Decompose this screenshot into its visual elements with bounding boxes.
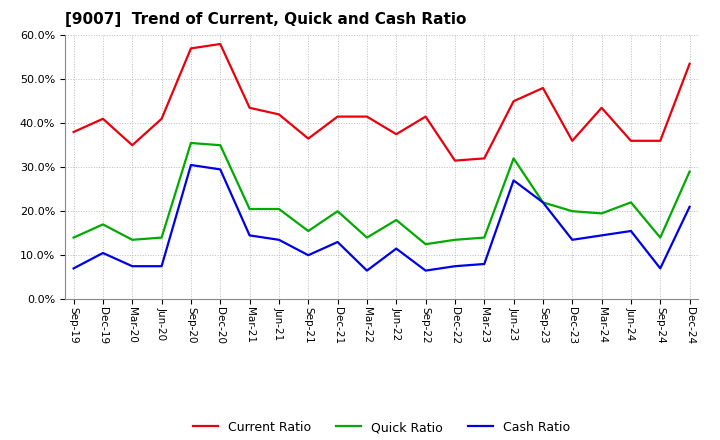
Cash Ratio bbox=[99, 250, 107, 256]
Cash Ratio bbox=[216, 167, 225, 172]
Current Ratio bbox=[598, 105, 606, 110]
Quick Ratio bbox=[157, 235, 166, 240]
Current Ratio bbox=[626, 138, 635, 143]
Current Ratio bbox=[69, 129, 78, 135]
Quick Ratio bbox=[333, 209, 342, 214]
Legend: Current Ratio, Quick Ratio, Cash Ratio: Current Ratio, Quick Ratio, Cash Ratio bbox=[188, 416, 575, 439]
Cash Ratio bbox=[656, 266, 665, 271]
Cash Ratio bbox=[157, 264, 166, 269]
Cash Ratio bbox=[451, 264, 459, 269]
Quick Ratio bbox=[128, 237, 137, 242]
Current Ratio bbox=[128, 143, 137, 148]
Quick Ratio bbox=[539, 200, 547, 205]
Current Ratio bbox=[421, 114, 430, 119]
Current Ratio bbox=[685, 61, 694, 66]
Quick Ratio bbox=[99, 222, 107, 227]
Quick Ratio bbox=[363, 235, 372, 240]
Cash Ratio bbox=[539, 200, 547, 205]
Quick Ratio bbox=[69, 235, 78, 240]
Current Ratio bbox=[274, 112, 283, 117]
Quick Ratio bbox=[392, 217, 400, 223]
Quick Ratio bbox=[598, 211, 606, 216]
Current Ratio bbox=[363, 114, 372, 119]
Current Ratio bbox=[392, 132, 400, 137]
Current Ratio bbox=[451, 158, 459, 163]
Line: Cash Ratio: Cash Ratio bbox=[73, 165, 690, 271]
Quick Ratio bbox=[421, 242, 430, 247]
Current Ratio bbox=[216, 41, 225, 47]
Cash Ratio bbox=[363, 268, 372, 273]
Cash Ratio bbox=[186, 162, 195, 168]
Current Ratio bbox=[157, 116, 166, 121]
Current Ratio bbox=[509, 99, 518, 104]
Cash Ratio bbox=[685, 204, 694, 209]
Cash Ratio bbox=[246, 233, 254, 238]
Quick Ratio bbox=[246, 206, 254, 212]
Current Ratio bbox=[480, 156, 489, 161]
Cash Ratio bbox=[274, 237, 283, 242]
Quick Ratio bbox=[685, 169, 694, 174]
Cash Ratio bbox=[509, 178, 518, 183]
Current Ratio bbox=[99, 116, 107, 121]
Text: [9007]  Trend of Current, Quick and Cash Ratio: [9007] Trend of Current, Quick and Cash … bbox=[65, 12, 466, 27]
Quick Ratio bbox=[304, 228, 312, 234]
Cash Ratio bbox=[69, 266, 78, 271]
Current Ratio bbox=[656, 138, 665, 143]
Cash Ratio bbox=[333, 239, 342, 245]
Quick Ratio bbox=[274, 206, 283, 212]
Current Ratio bbox=[186, 46, 195, 51]
Cash Ratio bbox=[626, 228, 635, 234]
Cash Ratio bbox=[421, 268, 430, 273]
Current Ratio bbox=[333, 114, 342, 119]
Cash Ratio bbox=[304, 253, 312, 258]
Current Ratio bbox=[304, 136, 312, 141]
Cash Ratio bbox=[568, 237, 577, 242]
Line: Quick Ratio: Quick Ratio bbox=[73, 143, 690, 244]
Cash Ratio bbox=[392, 246, 400, 251]
Cash Ratio bbox=[128, 264, 137, 269]
Cash Ratio bbox=[598, 233, 606, 238]
Quick Ratio bbox=[216, 143, 225, 148]
Current Ratio bbox=[539, 85, 547, 91]
Quick Ratio bbox=[480, 235, 489, 240]
Quick Ratio bbox=[509, 156, 518, 161]
Line: Current Ratio: Current Ratio bbox=[73, 44, 690, 161]
Quick Ratio bbox=[626, 200, 635, 205]
Cash Ratio bbox=[480, 261, 489, 267]
Quick Ratio bbox=[568, 209, 577, 214]
Quick Ratio bbox=[451, 237, 459, 242]
Current Ratio bbox=[568, 138, 577, 143]
Quick Ratio bbox=[186, 140, 195, 146]
Quick Ratio bbox=[656, 235, 665, 240]
Current Ratio bbox=[246, 105, 254, 110]
